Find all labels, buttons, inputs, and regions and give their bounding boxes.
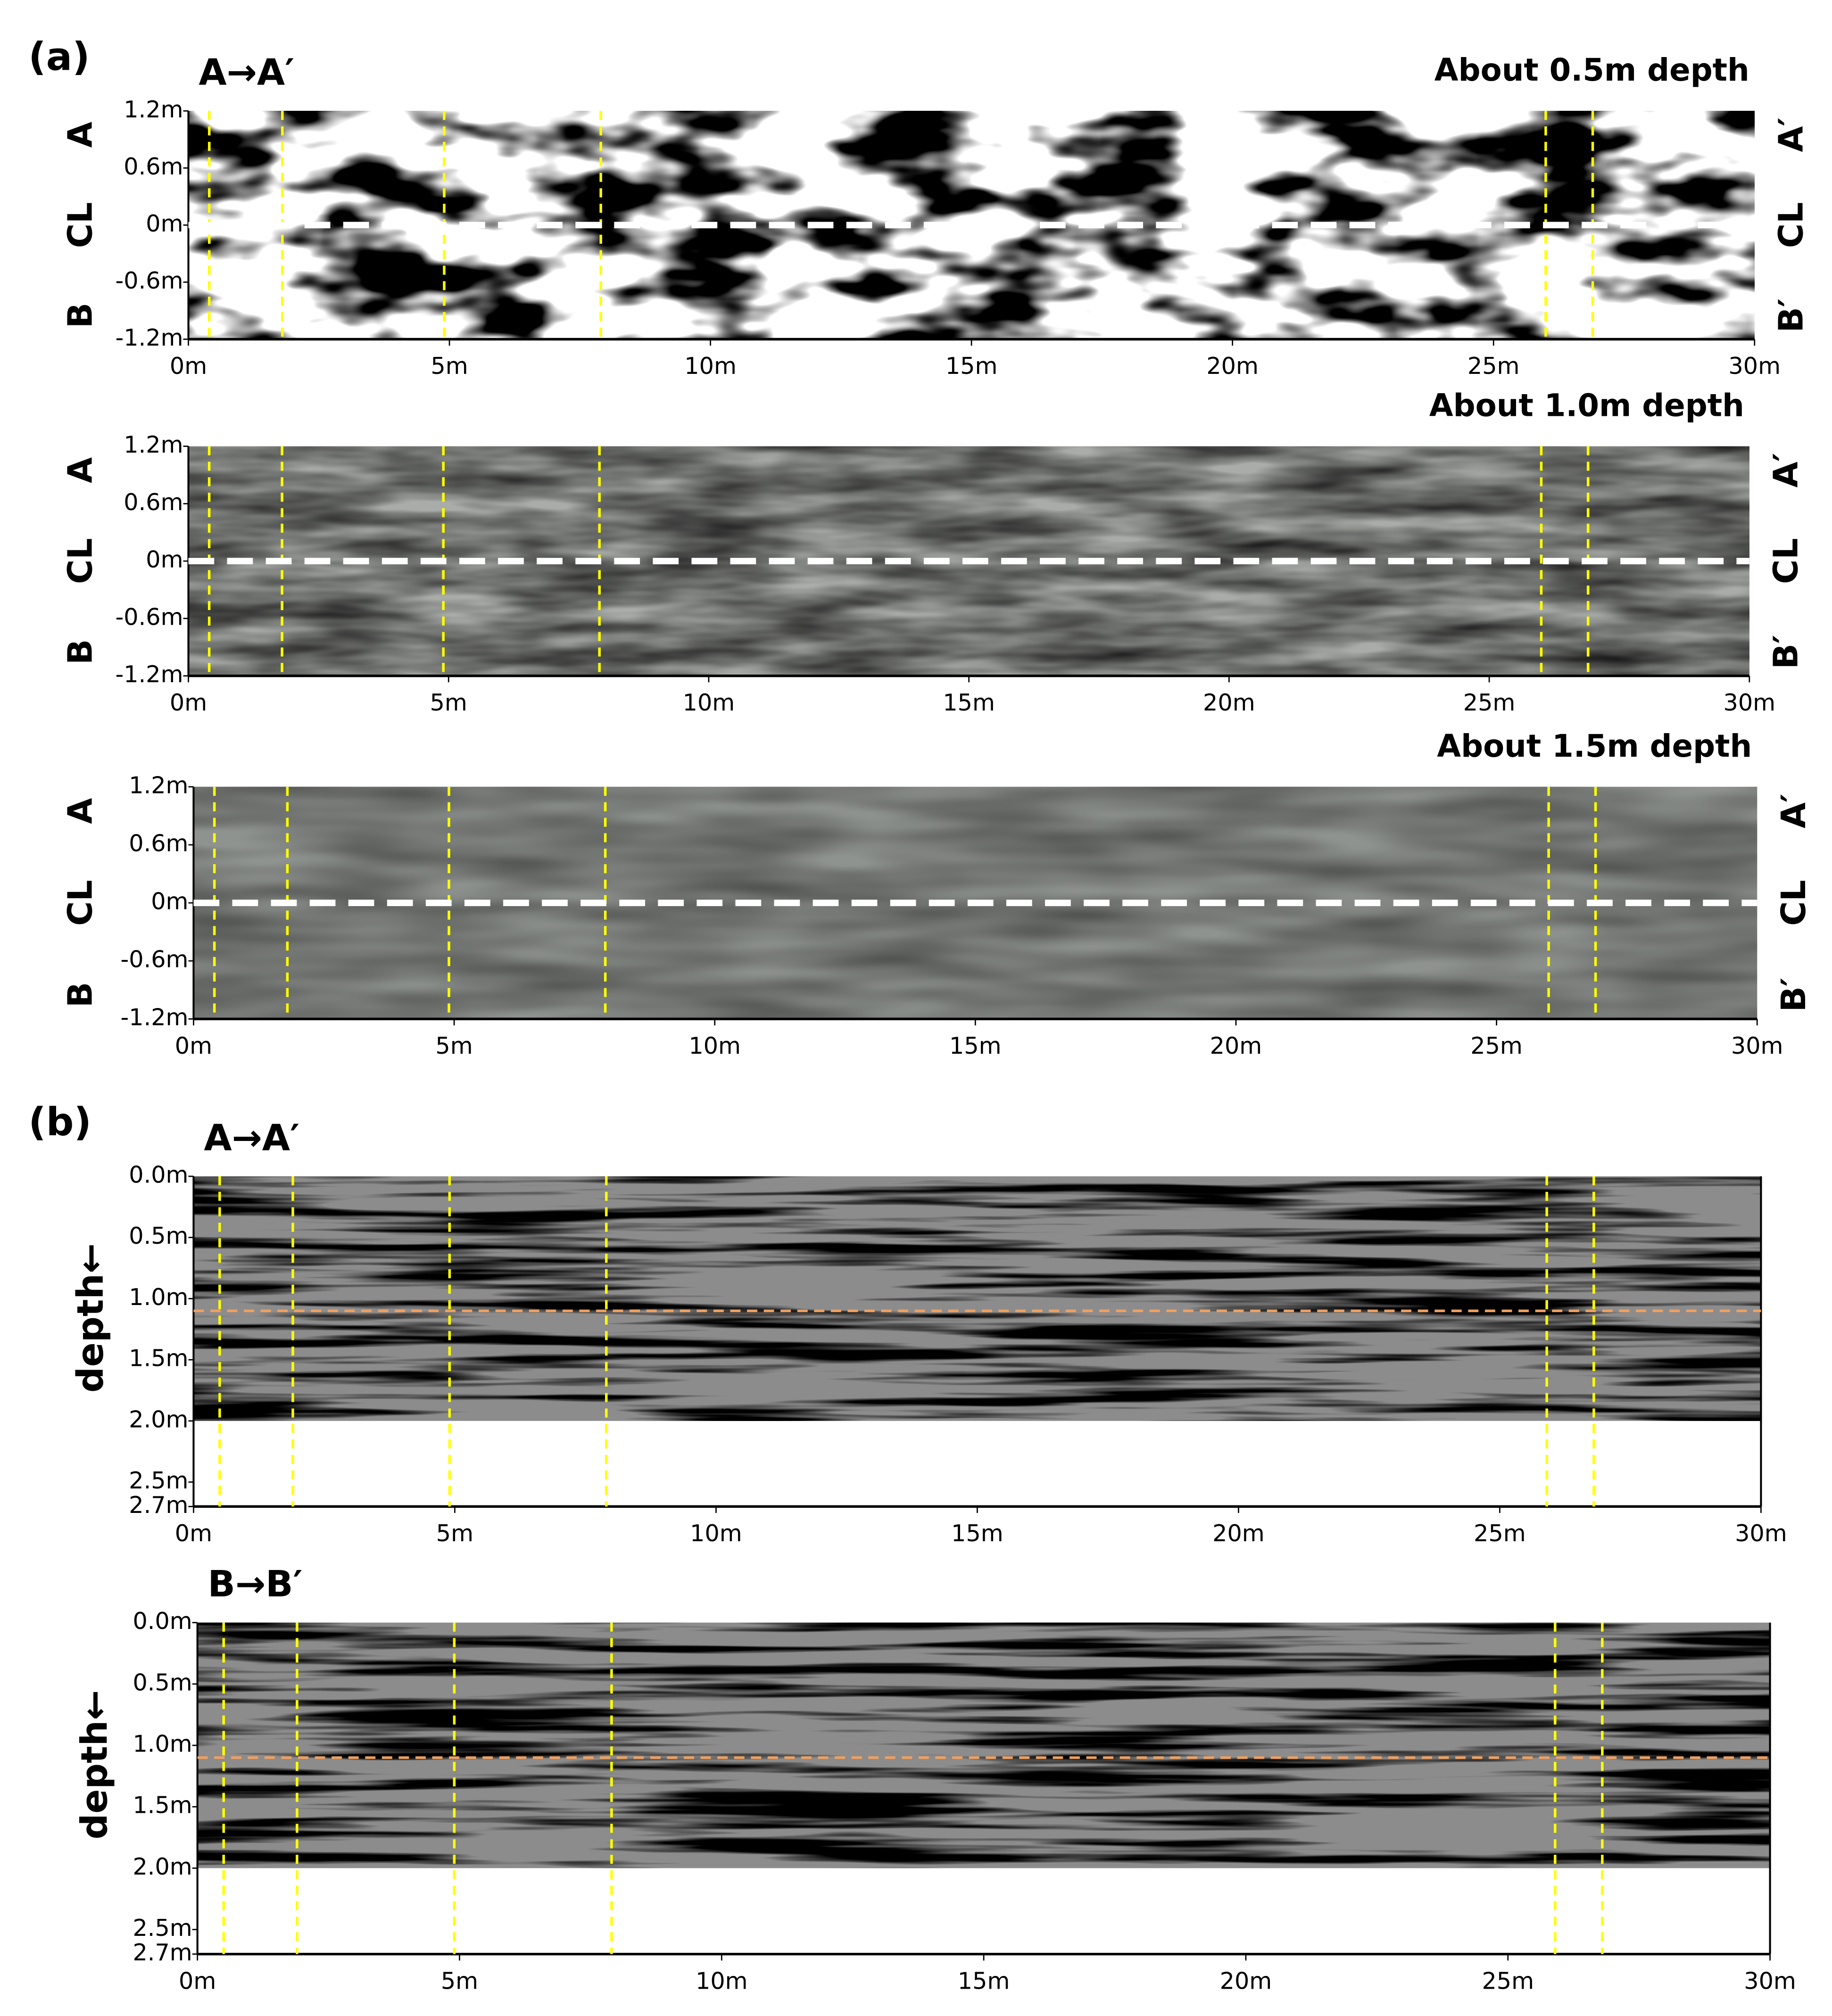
x-tick-label: 15m (945, 352, 998, 380)
x-tick-label: 20m (1206, 352, 1259, 380)
y-tick-label: 0.5m (133, 1669, 192, 1696)
side-label: CL (1774, 880, 1813, 926)
side-label: A′ (1774, 793, 1813, 828)
side-label: A (61, 457, 100, 483)
x-tick-label: 0m (170, 689, 207, 716)
x-tick-label: 10m (683, 689, 735, 716)
x-tick-label: 20m (1212, 1520, 1265, 1547)
y-tick-label: 0.5m (129, 1222, 188, 1249)
x-tick-label: 5m (430, 689, 467, 716)
x-tick-label: 0m (170, 352, 207, 380)
y-tick-label: 1.5m (133, 1792, 192, 1819)
x-tick-label: 25m (1474, 1520, 1526, 1547)
y-tick-label: 1.5m (129, 1345, 188, 1372)
x-tick-label: 5m (436, 1520, 473, 1547)
y-tick-label: 2.7m (129, 1491, 188, 1519)
x-tick-label: 30m (1735, 1520, 1787, 1547)
side-label: B′ (1766, 635, 1805, 669)
side-label: B (61, 303, 100, 328)
y-tick-label: 2.5m (129, 1467, 188, 1494)
x-tick-label: 25m (1467, 352, 1520, 380)
y-axis-label: depth← (74, 1690, 116, 1840)
y-tick-label: -1.2m (116, 661, 183, 688)
y-tick-label: -1.2m (116, 324, 183, 351)
y-tick-label: 1.2m (124, 431, 183, 458)
x-tick-label: 25m (1482, 1967, 1534, 1994)
side-label: A (61, 798, 100, 824)
image-texture (193, 1176, 1761, 1421)
x-tick-label: 15m (958, 1967, 1010, 1994)
x-tick-label: 15m (943, 689, 995, 716)
x-tick-label: 15m (949, 1032, 1002, 1059)
x-tick-label: 15m (951, 1520, 1003, 1547)
y-tick-label: 0.6m (124, 153, 183, 180)
x-tick-label: 10m (690, 1520, 742, 1547)
panel-label: (a) (28, 34, 90, 79)
y-tick-label: -0.6m (116, 603, 183, 630)
side-label: CL (61, 538, 100, 584)
x-tick-label: 30m (1723, 689, 1775, 716)
side-label: A′ (1771, 117, 1810, 152)
x-tick-label: 10m (696, 1967, 748, 1994)
x-tick-label: 0m (175, 1032, 212, 1059)
y-tick-label: 0m (146, 546, 183, 573)
y-tick-label: 1.2m (129, 771, 188, 799)
panel-label: (b) (28, 1100, 91, 1145)
annotation: A→A′ (199, 52, 294, 94)
y-tick-label: 0m (151, 888, 188, 915)
side-label: CL (1771, 202, 1810, 248)
x-tick-label: 30m (1728, 352, 1781, 380)
y-tick-label: 0.6m (124, 488, 183, 516)
x-tick-label: 20m (1220, 1967, 1272, 1994)
x-tick-label: 25m (1463, 689, 1516, 716)
x-tick-label: 30m (1744, 1967, 1796, 1994)
y-tick-label: 2.0m (133, 1853, 192, 1880)
annotation: B→B′ (208, 1563, 303, 1605)
x-tick-label: 25m (1470, 1032, 1523, 1059)
x-tick-label: 0m (175, 1520, 212, 1547)
y-tick-label: 2.7m (133, 1939, 192, 1966)
x-tick-label: 30m (1731, 1032, 1783, 1059)
side-label: B′ (1771, 298, 1810, 333)
x-tick-label: 5m (431, 352, 468, 380)
y-tick-label: 2.0m (129, 1405, 188, 1433)
y-tick-label: 1.2m (124, 96, 183, 123)
side-label: CL (61, 880, 100, 926)
x-tick-label: 0m (179, 1967, 216, 1994)
y-tick-label: 1.0m (129, 1283, 188, 1311)
y-tick-label: 0.0m (133, 1607, 192, 1635)
x-tick-label: 10m (684, 352, 737, 380)
side-label: B′ (1774, 977, 1813, 1012)
y-tick-label: -1.2m (120, 1004, 188, 1031)
x-tick-label: 10m (688, 1032, 741, 1059)
y-tick-label: -0.6m (116, 267, 183, 294)
x-tick-label: 5m (435, 1032, 473, 1059)
y-tick-label: 0.0m (129, 1161, 188, 1189)
y-tick-label: -0.6m (120, 946, 188, 973)
side-label: B (61, 639, 100, 665)
x-tick-label: 20m (1203, 689, 1255, 716)
chart-title: About 0.5m depth (1434, 52, 1749, 88)
side-label: A′ (1766, 453, 1805, 487)
annotation: A→A′ (204, 1117, 299, 1159)
x-tick-label: 5m (441, 1967, 478, 1994)
x-tick-label: 20m (1210, 1032, 1262, 1059)
y-tick-label: 2.5m (133, 1914, 192, 1942)
chart-title: About 1.5m depth (1437, 728, 1752, 764)
y-tick-label: 0m (146, 210, 183, 237)
side-label: A (61, 122, 100, 148)
y-axis-label: depth← (70, 1243, 112, 1393)
side-label: CL (1766, 538, 1805, 584)
side-label: CL (61, 202, 100, 248)
image-texture (197, 1622, 1770, 1868)
chart-title: About 1.0m depth (1429, 388, 1744, 424)
y-tick-label: 0.6m (129, 829, 188, 857)
side-label: B (61, 982, 100, 1008)
y-tick-label: 1.0m (133, 1730, 192, 1757)
